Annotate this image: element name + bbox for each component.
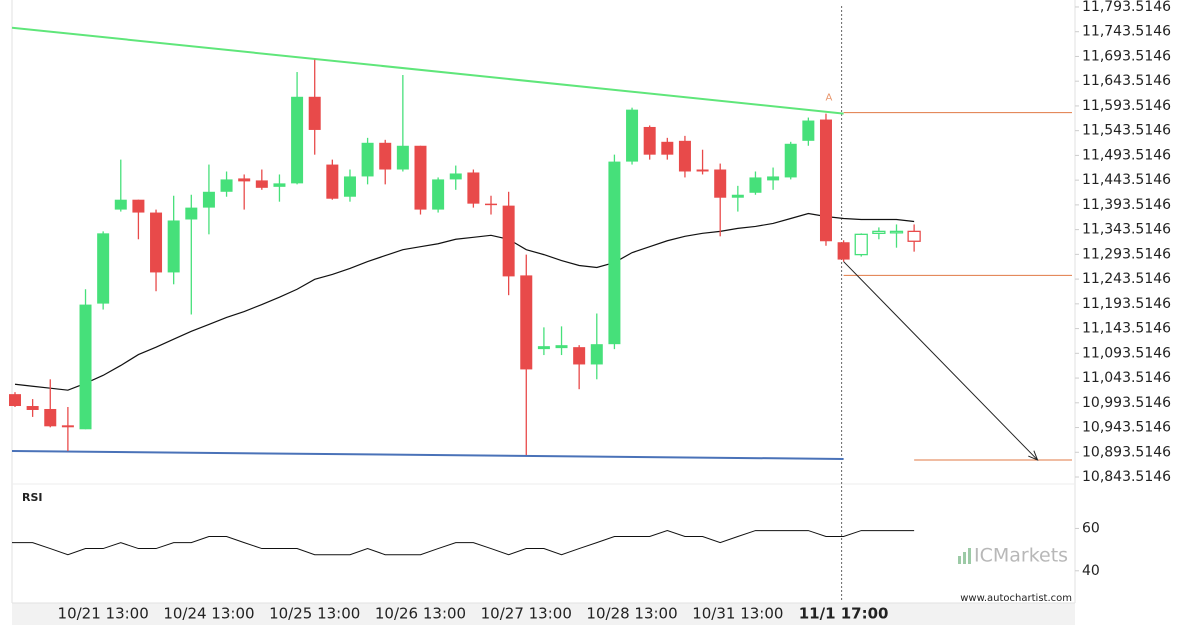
candle-body	[396, 145, 409, 170]
y-tick-label: 11,493.5146	[1082, 147, 1171, 163]
rsi-line	[12, 530, 915, 556]
rsi-label: RSI	[22, 491, 43, 504]
candle-body	[379, 142, 392, 170]
watermark: ICMarkets	[974, 545, 1068, 567]
candle-body	[291, 96, 304, 184]
candle-body	[872, 230, 886, 234]
y-tick-label: 11,343.5146	[1082, 222, 1171, 238]
rsi-tick-label: 40	[1082, 563, 1100, 579]
candle-body	[26, 406, 39, 410]
candle-body	[520, 275, 533, 370]
x-tick-label: 10/28 13:00	[586, 605, 677, 623]
y-tick-label: 11,143.5146	[1082, 321, 1171, 337]
y-tick-label: 11,793.5146	[1082, 0, 1171, 15]
candle-body	[467, 172, 480, 204]
y-tick-label: 11,443.5146	[1082, 172, 1171, 188]
rsi-tick-label: 60	[1082, 520, 1100, 536]
x-tick-label: 10/25 13:00	[269, 605, 360, 623]
candle-body	[97, 233, 110, 304]
candle-body	[167, 220, 180, 273]
x-tick-label: 10/21 13:00	[58, 605, 149, 623]
candle-body	[343, 176, 356, 197]
watermark-logo	[958, 548, 971, 564]
y-tick-label: 11,243.5146	[1082, 271, 1171, 287]
candle-body	[661, 141, 674, 155]
x-tick-label: 10/31 13:00	[692, 605, 783, 623]
candle-body	[590, 344, 603, 365]
y-tick-label: 11,643.5146	[1082, 73, 1171, 89]
candle-body	[202, 191, 215, 208]
x-tick-label: 10/24 13:00	[163, 605, 254, 623]
candle-body	[132, 199, 145, 213]
candle-body	[696, 169, 709, 172]
candle-body	[784, 143, 797, 178]
y-tick-label: 11,543.5146	[1082, 123, 1171, 139]
moving-average	[14, 212, 915, 391]
candle-body	[749, 177, 762, 193]
x-axis-band	[12, 603, 1075, 625]
candle-body	[626, 109, 639, 162]
candle-body	[79, 304, 92, 430]
candle-body	[819, 119, 832, 242]
trendline	[11, 26, 844, 115]
candle-body	[61, 425, 74, 428]
arrow-head	[1028, 450, 1039, 461]
candle-body	[9, 394, 21, 407]
candle-body	[555, 345, 568, 349]
y-tick-label: 11,093.5146	[1082, 345, 1171, 361]
candle-body	[449, 173, 462, 180]
candle-body	[678, 140, 691, 172]
candle-body	[731, 194, 744, 198]
x-tick-label: 10/27 13:00	[481, 605, 572, 623]
candle-body	[889, 230, 904, 234]
y-tick-label: 10,993.5146	[1082, 395, 1171, 411]
candle-body	[432, 179, 445, 210]
annotation: A	[826, 93, 833, 104]
trendline	[11, 450, 844, 460]
candle-body	[185, 207, 198, 220]
x-tick-label: 10/26 13:00	[375, 605, 466, 623]
candle-body	[714, 169, 727, 198]
y-tick-label: 11,193.5146	[1082, 296, 1171, 312]
y-tick-label: 11,693.5146	[1082, 48, 1171, 64]
candle-body	[854, 233, 868, 256]
candle-body	[255, 180, 268, 188]
forecast-arrow	[843, 261, 1038, 461]
candle-body	[220, 179, 233, 192]
candle-body	[837, 242, 850, 260]
y-tick-label: 10,943.5146	[1082, 420, 1171, 436]
y-tick-label: 10,893.5146	[1082, 444, 1171, 460]
y-tick-label: 11,593.5146	[1082, 98, 1171, 114]
candle-body	[573, 347, 586, 365]
y-tick-label: 11,743.5146	[1082, 24, 1171, 40]
y-tick-label: 11,043.5146	[1082, 370, 1171, 386]
candle-body	[643, 126, 656, 155]
candle-body	[273, 183, 286, 187]
candle-body	[361, 142, 374, 177]
y-tick-label: 11,393.5146	[1082, 197, 1171, 213]
candle-body	[502, 205, 515, 277]
candle-body	[326, 164, 339, 199]
candle-body	[114, 199, 127, 210]
candle-body	[608, 161, 621, 345]
candle-body	[802, 120, 815, 141]
candle-body	[150, 212, 163, 273]
candle-body	[308, 96, 321, 130]
candle-body	[44, 408, 57, 427]
x-tick-label: 11/1 17:00	[799, 605, 889, 623]
candle-body	[414, 145, 427, 210]
candle-body	[907, 230, 921, 242]
source: www.autochartist.com	[960, 593, 1072, 604]
y-tick-label: 11,293.5146	[1082, 246, 1171, 262]
y-tick-label: 10,843.5146	[1082, 469, 1171, 485]
candle-body	[767, 176, 780, 181]
candle-body	[238, 178, 251, 182]
candle-body	[485, 203, 498, 206]
candle-body	[537, 346, 550, 350]
